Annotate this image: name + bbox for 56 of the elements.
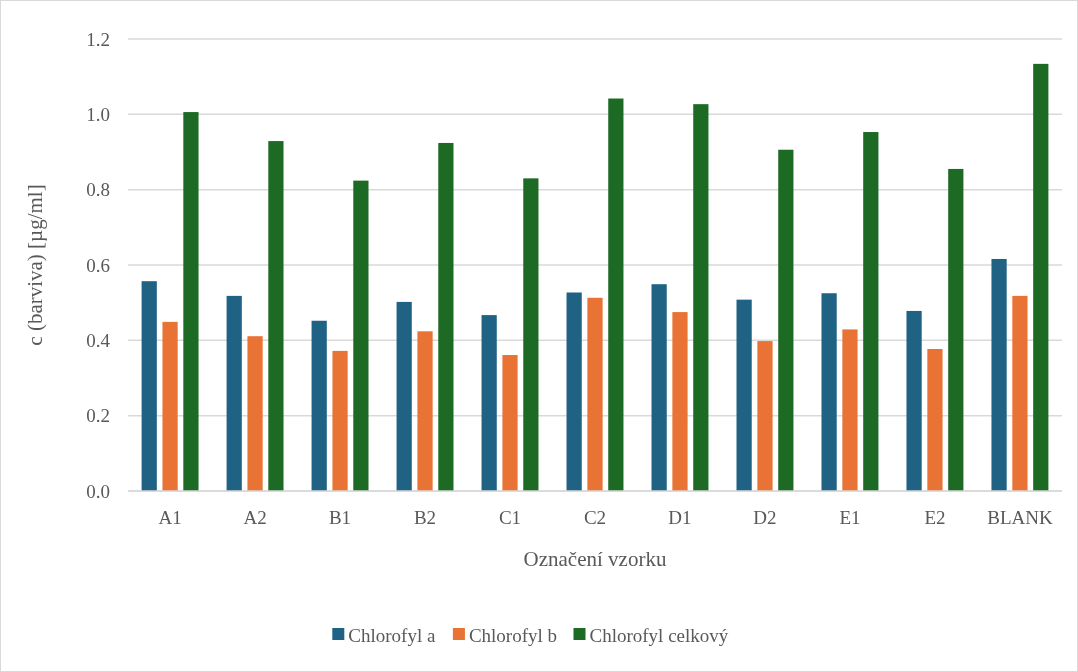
bar (396, 301, 412, 491)
bar (587, 297, 603, 491)
x-tick-label: D1 (668, 507, 692, 528)
bar (672, 312, 688, 491)
bar (268, 141, 284, 491)
bar (332, 350, 348, 491)
bar (1012, 295, 1028, 491)
x-tick-label: A1 (158, 507, 182, 528)
bar (863, 132, 879, 491)
y-tick-label: 1.0 (86, 103, 110, 125)
bar (693, 104, 709, 491)
x-tick-label: A2 (243, 507, 267, 528)
y-tick-label: 0.4 (86, 329, 111, 351)
bar (651, 284, 667, 491)
bar (842, 329, 858, 491)
bar (757, 341, 773, 491)
bar (247, 336, 263, 491)
x-axis-title: Označení vzorku (523, 547, 667, 571)
bar (183, 112, 199, 491)
y-tick-label: 0.0 (86, 480, 110, 502)
x-tick-label: E1 (839, 507, 861, 528)
bar (417, 331, 433, 491)
bar (523, 178, 539, 491)
bar (481, 315, 497, 491)
legend-label: Chlorofyl a (348, 624, 436, 646)
bar (353, 180, 369, 491)
y-tick-label: 0.2 (86, 405, 110, 427)
bar (566, 292, 582, 491)
bar (906, 310, 922, 491)
x-tick-label: C1 (498, 507, 522, 528)
bar (502, 355, 518, 491)
bar (608, 98, 624, 491)
bar (991, 258, 1007, 491)
bar (1033, 63, 1049, 491)
bar (141, 281, 157, 491)
x-tick-label: B2 (413, 507, 437, 528)
y-axis-title: c (barviva) [µg/ml] (23, 184, 47, 346)
bar (948, 168, 964, 491)
x-tick-label: C2 (583, 507, 607, 528)
x-tick-label: B1 (328, 507, 352, 528)
bar (226, 295, 242, 491)
bar (821, 293, 837, 491)
x-tick-label: D2 (753, 507, 777, 528)
y-tick-label: 0.6 (86, 254, 110, 276)
bar (162, 321, 178, 491)
x-tick-label: E2 (924, 507, 946, 528)
y-tick-label: 1.2 (86, 28, 110, 50)
x-tick-label: BLANK (987, 507, 1053, 528)
legend-label: Chlorofyl celkový (589, 624, 729, 646)
bar (311, 320, 327, 491)
bar (438, 142, 454, 491)
bar (927, 349, 943, 491)
bar (778, 149, 794, 491)
y-tick-label: 0.8 (86, 179, 110, 201)
legend-label: Chlorofyl b (468, 624, 558, 646)
bar (736, 299, 752, 491)
